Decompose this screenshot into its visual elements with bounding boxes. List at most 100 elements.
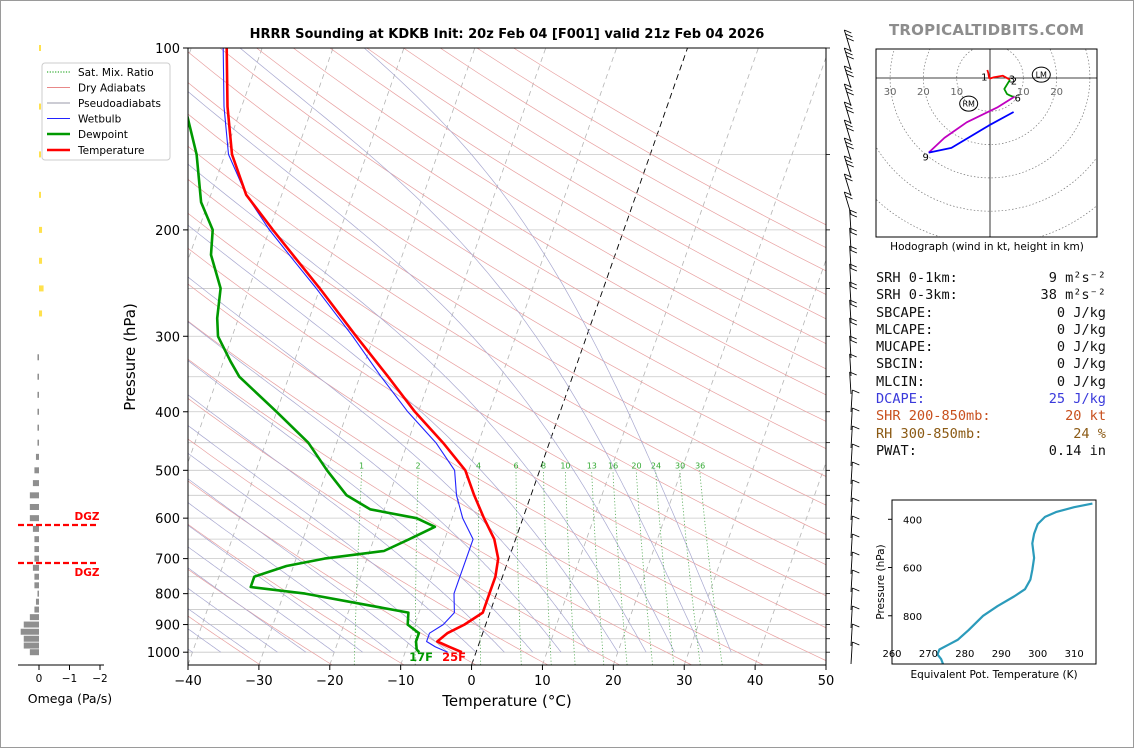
parameter-row: SRH 0-3km: 38 m²s⁻² [876, 287, 1106, 304]
mixing-ratio-label: 30 [675, 461, 685, 470]
dry-adiabat [188, 82, 826, 477]
legend-dry-adiabats: Dry Adiabats [78, 83, 146, 95]
skewt-legend: Sat. Mix. Ratio Dry Adiabats Pseudoadiab… [41, 62, 171, 161]
theta-e-y-axis-label: Pressure (hPa) [875, 544, 887, 619]
theta-e-panel: 400 600 800 260 270 280 290 300 310 Equivalent P… [875, 499, 1097, 681]
hodograph-border [875, 48, 1098, 238]
parameter-row: MLCIN: 0 J/kg [876, 374, 1106, 391]
pseudoadiabat [188, 163, 647, 653]
parameter-row: SRH 0-1km: 9 m²s⁻² [876, 270, 1106, 287]
wind-barb [843, 29, 854, 53]
surface-temperature-label: 25F [442, 650, 466, 664]
hodograph-ring-label: 10 [1017, 87, 1030, 98]
omega-bar-downward [37, 391, 39, 398]
pseudoadiabat [188, 425, 477, 653]
parameter-label: DCAPE: [876, 391, 926, 408]
legend-wetbulb: Wetbulb [78, 114, 122, 126]
dry-adiabat [188, 438, 549, 665]
parameter-label: PWAT: [876, 442, 917, 459]
omega-x-tick-label: −1 [62, 673, 77, 685]
parameter-row: RH 300-850mb: 24 % [876, 426, 1106, 443]
parameter-label: SRH 0-1km: [876, 270, 958, 286]
skewt-y-tick-label: 500 [155, 464, 180, 479]
dry-adiabat [188, 51, 826, 449]
skewt-y-tick-label: 700 [155, 553, 180, 568]
skewt-y-tick-label: 1000 [147, 646, 180, 661]
hodograph-caption: Hodograph (wind in kt, height in km) [890, 241, 1084, 253]
omega-bar-downward [32, 525, 39, 532]
skewt-y-tick-label: 800 [155, 588, 180, 603]
hodograph-trace: 1 23 6 9 [923, 69, 1021, 164]
mixing-ratio-label: 4 [476, 461, 481, 470]
wind-barb [850, 551, 860, 575]
mixing-ratio-label: 2 [415, 461, 420, 470]
parameter-label: RH 300-850mb: [876, 425, 983, 442]
skewt-x-tick-label: −10 [387, 674, 414, 689]
mixing-ratio-line [591, 470, 605, 665]
wind-barb [843, 173, 853, 197]
omega-bar-downward [37, 373, 39, 380]
mixing-ratio-label: 13 [587, 461, 597, 470]
parameter-row: DCAPE: 25 J/kg [876, 391, 1106, 408]
hodograph-height-label: 6 [1014, 94, 1020, 105]
mixing-ratio-line [515, 470, 522, 665]
omega-x-tick-label: −2 [92, 673, 107, 685]
omega-bar-upward [39, 151, 41, 158]
wind-barb [850, 389, 860, 413]
legend-temperature: Temperature [77, 145, 145, 157]
skewt-x-tick-label: 10 [534, 674, 551, 689]
mixing-ratio-line [564, 470, 576, 665]
parameter-value: 38 m²s⁻² [1040, 287, 1106, 304]
pseudoadiabat [188, 546, 335, 653]
skewt-y-tick-label: 100 [155, 42, 180, 57]
parameter-row: SBCAPE: 0 J/kg [876, 305, 1106, 322]
parameter-label: MLCAPE: [876, 321, 934, 338]
wind-barb [850, 623, 860, 647]
mixing-ratio-label: 10 [560, 461, 570, 470]
omega-bar-downward [29, 515, 39, 522]
omega-bar-downward [34, 573, 39, 580]
sounding-parameters: SRH 0-1km: 9 m²s⁻² SRH 0-3km: 38 m²s⁻² SBCAP… [876, 270, 1106, 460]
skewt-x-tick-label: 30 [676, 674, 693, 689]
omega-bar-downward [23, 621, 39, 628]
omega-bar-downward [37, 590, 39, 597]
dry-adiabat [188, 398, 621, 665]
dry-adiabat [188, 113, 826, 506]
mixing-ratio-line [655, 470, 675, 665]
mixing-ratio-label: 16 [608, 461, 618, 470]
mixing-ratio-label: 20 [631, 461, 641, 470]
hodograph-height-label: 9 [923, 153, 929, 164]
skewt-background-lines: 1 2 4 6 8 10 13 16 20 24 30 36 [188, 48, 826, 665]
legend-dewpoint: Dewpoint [78, 129, 128, 141]
pseudoadiabat [188, 502, 392, 653]
omega-bar-downward [23, 635, 39, 642]
theta-e-y-tick-label: 600 [903, 564, 922, 575]
skewt-y-tick-label: 600 [155, 512, 180, 527]
pseudoadiabat [188, 608, 250, 653]
dry-adiabat [188, 523, 405, 665]
theta-e-x-tick-label: 270 [919, 649, 938, 660]
wind-barb [850, 641, 860, 665]
hodograph-panel: 30 20 10 10 20 1 23 6 9 LM RM [875, 48, 1098, 238]
dry-adiabat [188, 358, 692, 665]
parameter-label: MUCAPE: [876, 339, 934, 356]
theta-e-axes: 400 600 800 260 270 280 290 300 310 [882, 515, 1083, 660]
omega-bar-downward [29, 503, 39, 510]
pseudoadiabat [239, 48, 704, 653]
hodograph-lm-label: LM [1036, 71, 1047, 80]
mixing-ratio-line [699, 470, 723, 665]
mixing-ratio-line [414, 470, 419, 665]
parameter-row: MUCAPE: 0 J/kg [876, 339, 1106, 356]
parameter-row: PWAT: 0.14 in [876, 443, 1106, 460]
omega-bar-downward [29, 614, 39, 621]
isotherm [400, 48, 617, 665]
dry-adiabat [256, 48, 826, 396]
isotherm [754, 461, 826, 665]
mixing-ratio-line [353, 470, 363, 665]
surface-dewpoint-label: 17F [409, 650, 433, 664]
dgz-label-bottom: DGZ [75, 567, 100, 579]
parameter-row: SBCIN: 0 J/kg [876, 356, 1106, 373]
omega-bar-downward [23, 642, 39, 649]
skewt-profiles [188, 48, 500, 654]
